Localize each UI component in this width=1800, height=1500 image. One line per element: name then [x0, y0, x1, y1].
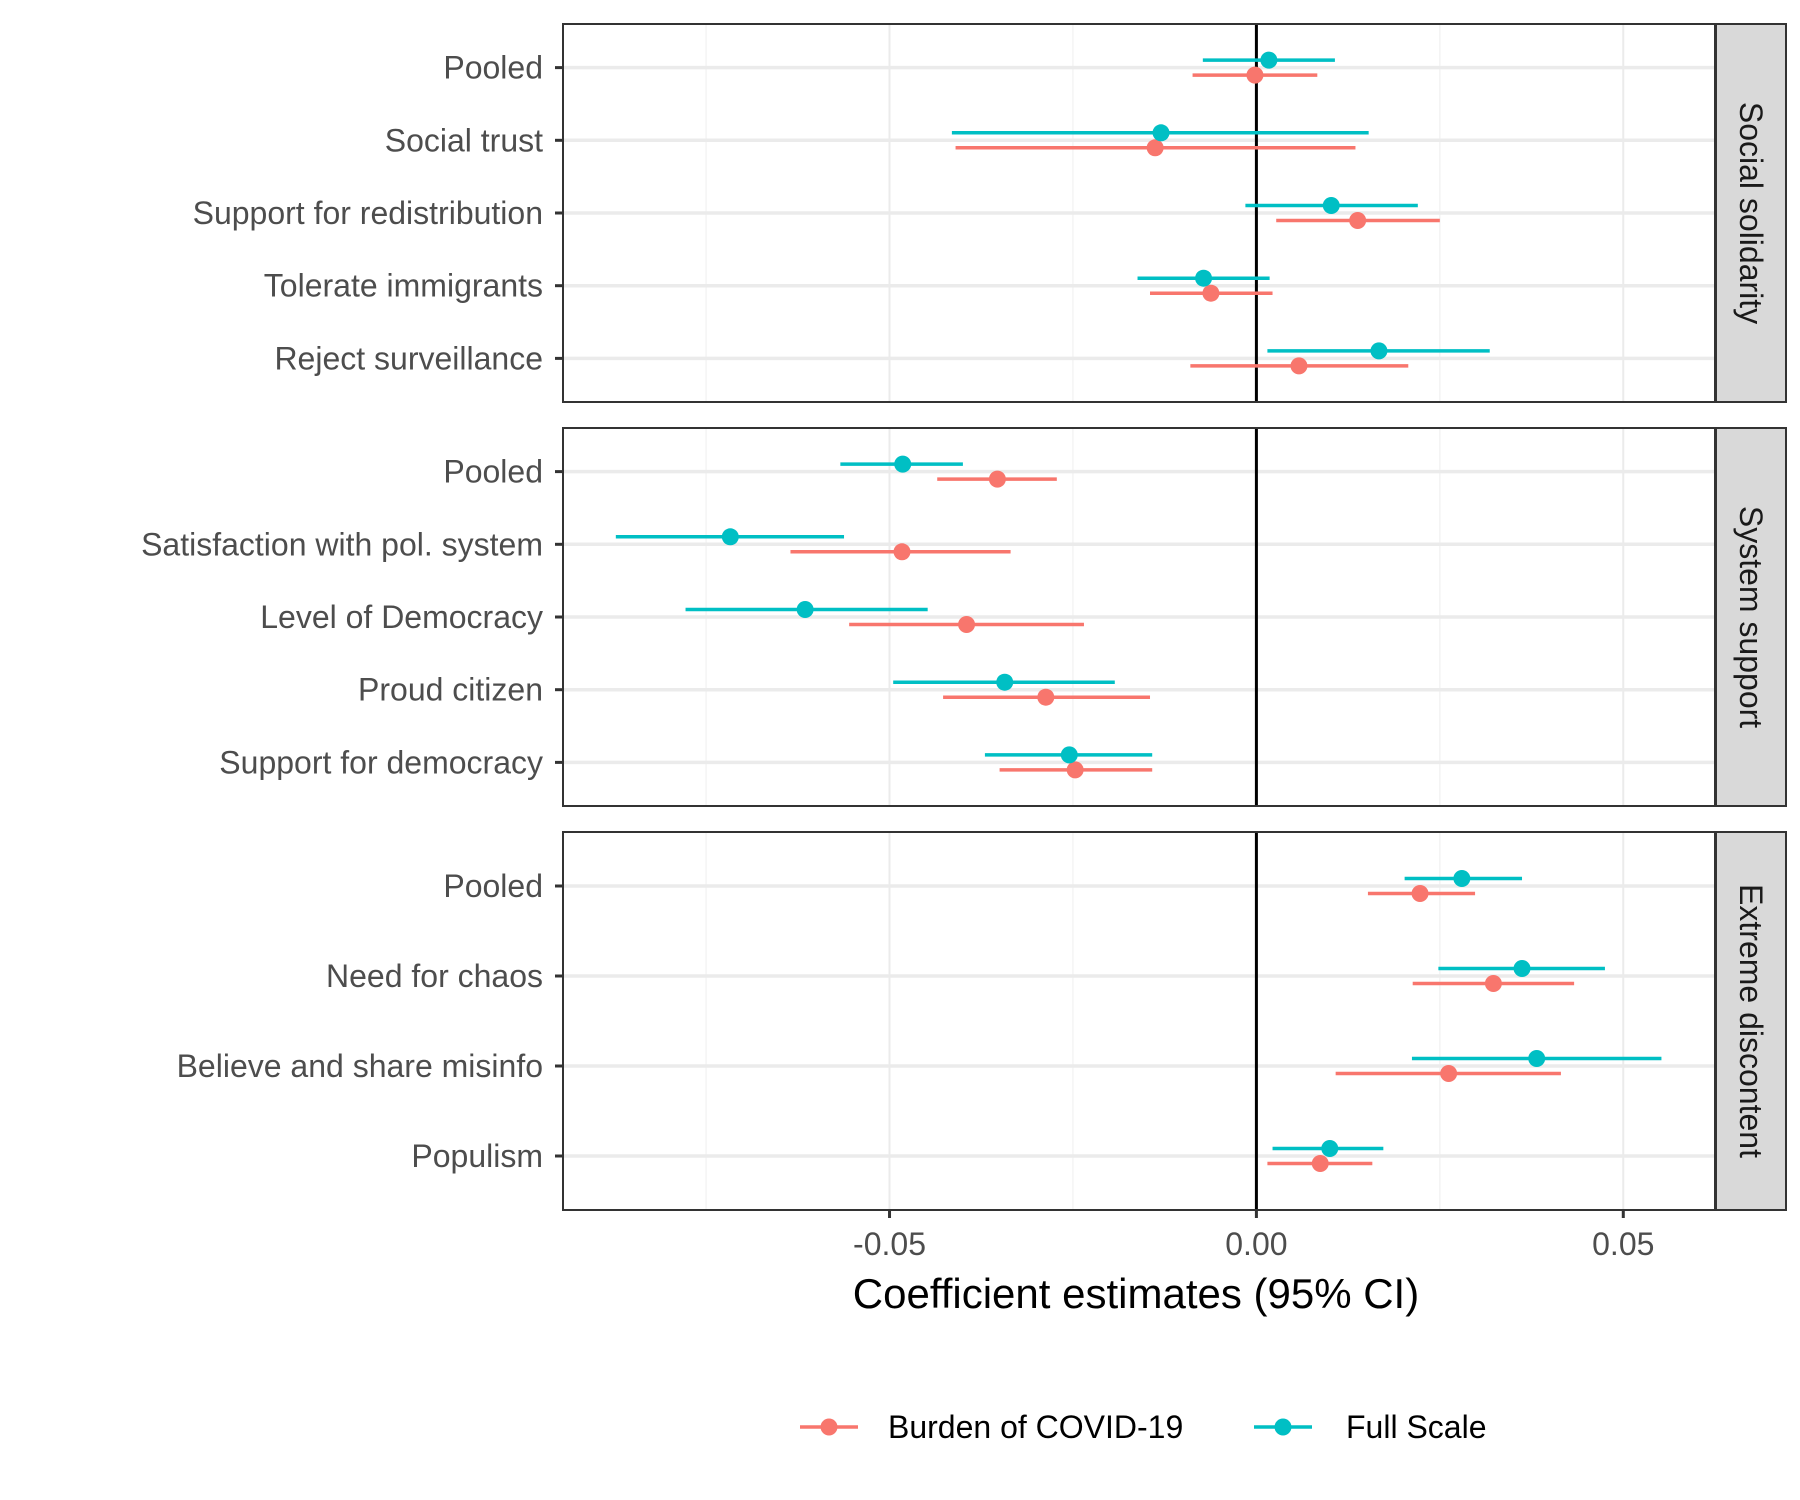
y-tick-label: Support for redistribution [193, 195, 543, 231]
point-estimate-burden [1066, 761, 1084, 779]
point-estimate-burden [1484, 975, 1502, 992]
point-estimate-burden [1146, 139, 1164, 157]
y-tick-label: Pooled [443, 868, 543, 904]
panel-0: Pooled Social trust Support for redistribu… [193, 23, 1787, 403]
y-tick-label: Need for chaos [326, 958, 543, 994]
y-tick-label: Reject surveillance [274, 340, 543, 376]
point-estimate-full [1060, 746, 1078, 764]
facet-strip-label: Social solidarity [1733, 102, 1769, 324]
y-tick-label: Proud citizen [358, 672, 543, 708]
legend-key-point [820, 1418, 838, 1436]
legend-label: Burden of COVID-19 [888, 1409, 1183, 1445]
y-tick-label: Support for democracy [219, 744, 543, 780]
point-estimate-full [1322, 197, 1340, 214]
legend-item-full: Full Scale [1254, 1409, 1487, 1445]
point-estimate-full [1260, 51, 1278, 69]
y-tick-label: Pooled [443, 454, 543, 490]
point-estimate-full [1152, 124, 1170, 142]
y-tick-label: Populism [411, 1138, 543, 1174]
point-estimate-burden [893, 543, 911, 561]
legend: Burden of COVID-19 Full Scale [800, 1409, 1487, 1445]
point-estimate-full [721, 528, 739, 546]
facet-strip-label: Extreme discontent [1733, 884, 1769, 1158]
point-estimate-full [1370, 342, 1388, 360]
x-axis-title: Coefficient estimates (95% CI) [853, 1270, 1419, 1317]
y-tick-label: Level of Democracy [260, 599, 543, 635]
y-tick-label: Tolerate immigrants [264, 268, 543, 304]
facet-strip-label: System support [1733, 506, 1769, 728]
x-tick-label: 0.05 [1592, 1226, 1654, 1262]
point-estimate-full [1453, 870, 1471, 887]
y-tick-label: Believe and share misinfo [177, 1048, 543, 1084]
panel-2: Pooled Need for chaos Believe and share mi… [177, 831, 1787, 1211]
point-estimate-burden [1290, 357, 1308, 375]
point-estimate-full [1513, 960, 1531, 977]
panel-1: Pooled Satisfaction with pol. system Level… [141, 427, 1787, 807]
legend-label: Full Scale [1346, 1409, 1487, 1445]
point-estimate-burden [1349, 212, 1367, 229]
point-estimate-burden [1440, 1065, 1458, 1082]
point-estimate-full [1195, 269, 1213, 287]
y-tick-label: Pooled [443, 50, 543, 86]
facet-strip [1715, 427, 1787, 807]
point-estimate-full [796, 601, 814, 618]
y-tick-label: Social trust [385, 122, 543, 158]
point-estimate-burden [988, 470, 1006, 488]
point-estimate-full [894, 455, 912, 473]
point-estimate-full [996, 673, 1014, 691]
point-estimate-full [1528, 1050, 1546, 1067]
point-estimate-burden [1246, 66, 1264, 84]
x-tick-label: -0.05 [853, 1226, 926, 1262]
y-tick-label: Satisfaction with pol. system [141, 526, 543, 562]
panels-layer: Pooled Social trust Support for redistribu… [141, 23, 1787, 1211]
point-estimate-burden [1411, 885, 1429, 902]
point-estimate-burden [1037, 688, 1055, 706]
facet-strip [1715, 23, 1787, 403]
legend-key-point [1274, 1418, 1292, 1436]
point-estimate-burden [1202, 284, 1220, 302]
facet-strip [1715, 831, 1787, 1211]
x-axis: -0.05 0.00 0.05 [853, 1210, 1654, 1262]
point-estimate-full [1321, 1140, 1339, 1157]
point-estimate-burden [1311, 1155, 1329, 1172]
panel-background [563, 832, 1715, 1210]
x-tick-label: 0.00 [1225, 1226, 1287, 1262]
legend-item-burden: Burden of COVID-19 [800, 1409, 1183, 1445]
point-estimate-burden [958, 616, 976, 633]
